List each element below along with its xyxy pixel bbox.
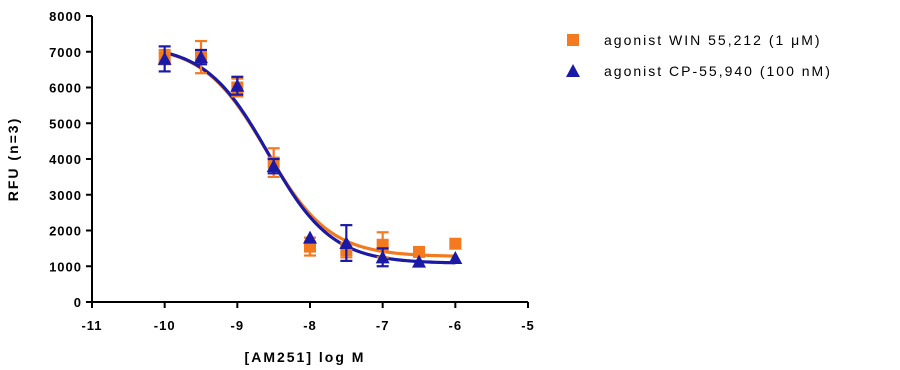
x-tick-label: -5 — [521, 318, 535, 333]
y-tick-label: 3000 — [49, 188, 82, 203]
data-point-triangle — [339, 236, 354, 250]
y-tick-label: 7000 — [49, 45, 82, 60]
legend-item-win: agonist WIN 55,212 (1 μM) — [567, 32, 822, 48]
y-tick-label: 0 — [74, 295, 82, 310]
data-point-triangle — [194, 50, 208, 64]
data-point-triangle — [230, 78, 245, 92]
y-tick-label: 2000 — [49, 224, 82, 239]
data-point-triangle — [266, 159, 281, 173]
data-point-triangle — [412, 254, 426, 268]
data-point-square — [449, 237, 462, 250]
y-tick-label: 8000 — [49, 9, 82, 24]
x-tick-label: -7 — [376, 318, 390, 333]
legend: agonist WIN 55,212 (1 μM) agonist CP-55,… — [566, 32, 832, 79]
y-tick-label: 5000 — [49, 116, 82, 131]
data-point-square — [413, 245, 425, 258]
y-ticks: 0 1000 2000 3000 4000 5000 6000 7000 8000 — [49, 9, 92, 310]
legend-item-cp: agonist CP-55,940 (100 nM) — [566, 63, 832, 79]
fit-curve-1 — [164, 50, 456, 265]
legend-marker-square — [567, 34, 579, 46]
x-tick-label: -6 — [449, 318, 463, 333]
legend-label-win: agonist WIN 55,212 (1 μM) — [604, 32, 822, 48]
data-point-triangle — [448, 251, 463, 265]
data-point-triangle — [375, 250, 390, 264]
x-tick-label: -10 — [154, 318, 176, 333]
x-tick-label: -11 — [81, 318, 102, 333]
x-axis-title: [AM251] log M — [245, 349, 366, 365]
x-tick-label: -9 — [231, 318, 245, 333]
data-point-triangle — [157, 51, 172, 65]
legend-label-cp: agonist CP-55,940 (100 nM) — [604, 63, 832, 79]
y-tick-label: 4000 — [49, 152, 82, 167]
x-axis: -11 -10 -9 -8 -7 -6 -5 — [81, 301, 534, 333]
data-points — [157, 39, 463, 268]
fit-curves — [164, 50, 456, 265]
y-tick-label: 1000 — [49, 259, 82, 274]
x-tick-label: -8 — [303, 318, 317, 333]
y-axis: 0 1000 2000 3000 4000 5000 6000 7000 8000 — [49, 9, 93, 310]
x-ticks: -11 -10 -9 -8 -7 -6 -5 — [81, 302, 534, 333]
fit-curve-0 — [164, 51, 456, 258]
data-point-triangle — [303, 230, 317, 244]
y-axis-title: RFU (n=3) — [5, 117, 21, 202]
y-tick-label: 6000 — [49, 81, 82, 96]
legend-marker-triangle — [566, 64, 580, 77]
